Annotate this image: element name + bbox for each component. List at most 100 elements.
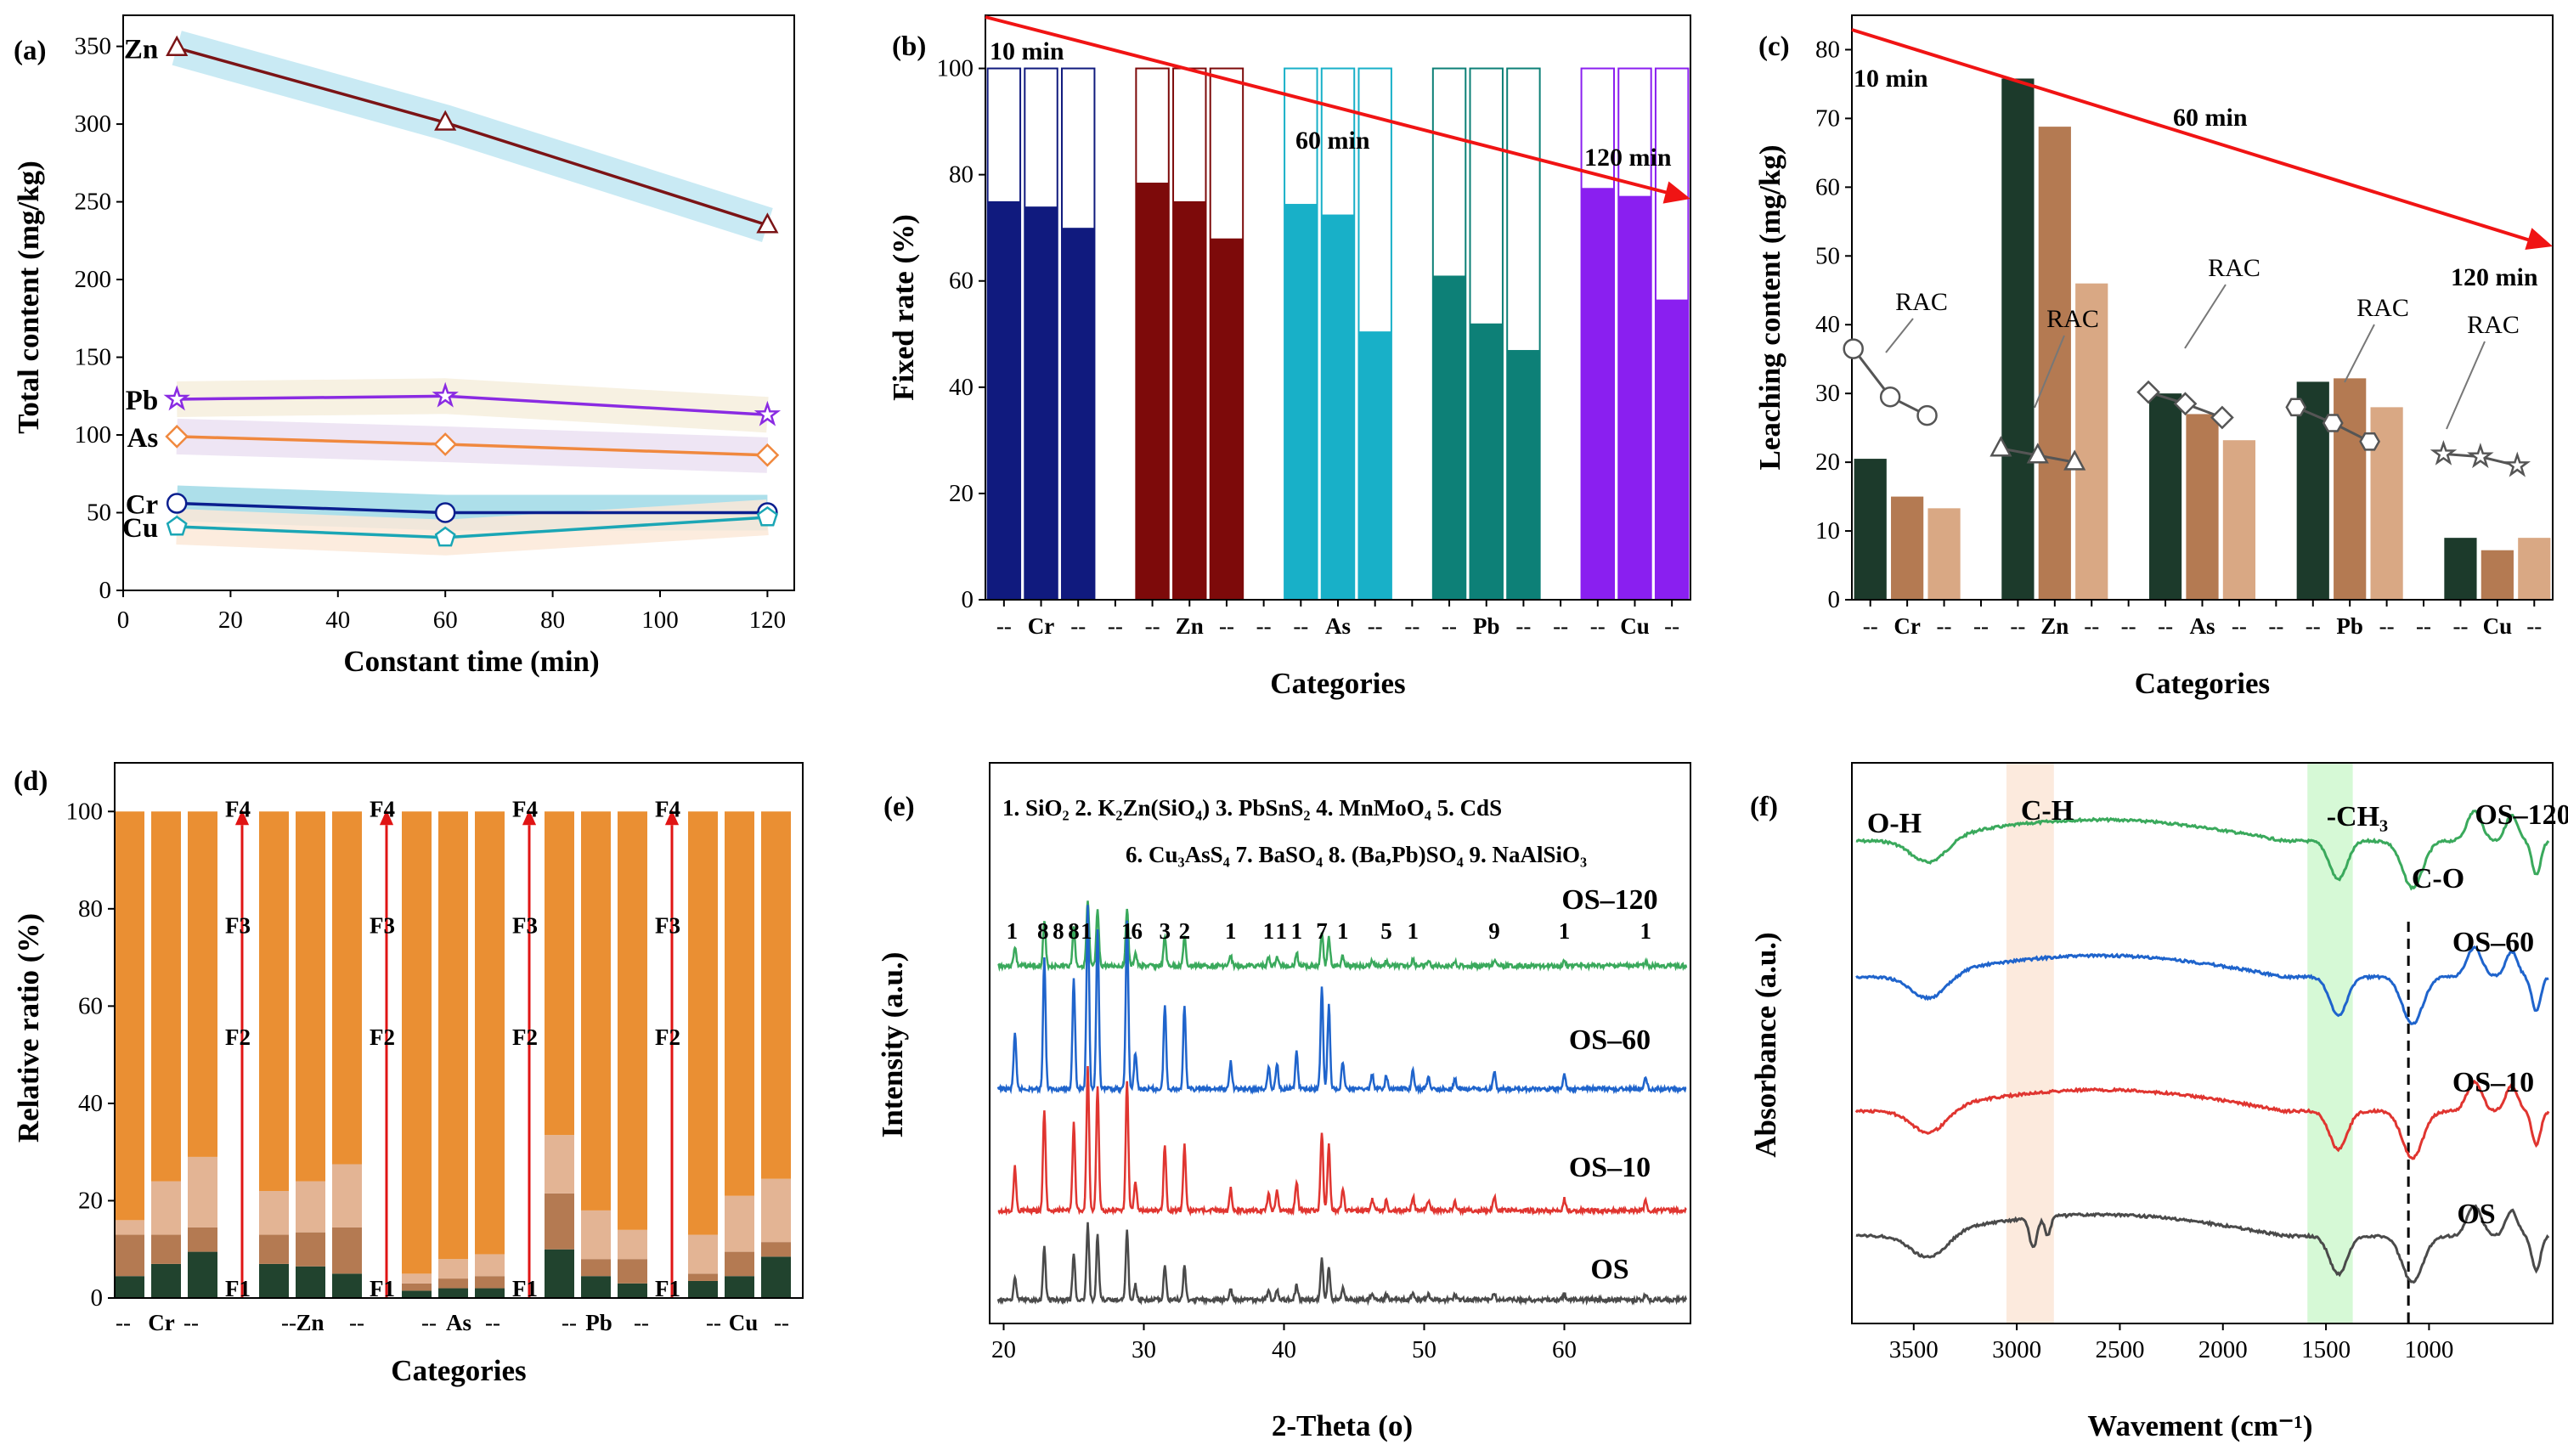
bar-zn (1210, 238, 1244, 600)
rac-label: RAC (2046, 305, 2099, 333)
plot-frame (1851, 762, 2554, 1324)
bar-zn (2075, 283, 2108, 600)
stack-cr-f4 (151, 811, 181, 1182)
peak-number: 1 (1225, 918, 1237, 944)
stack-cr-f1 (115, 1276, 144, 1298)
annotation-60min: 60 min (2173, 104, 2248, 132)
point-pb (163, 385, 190, 411)
peak-number: 1 (1081, 918, 1092, 944)
rac-point-as (2136, 380, 2160, 404)
ftir-trace-3 (1855, 1204, 2550, 1284)
bar-as (2186, 414, 2219, 600)
series-label-cr: Cr (126, 490, 158, 521)
point-as (433, 432, 458, 456)
stack-cu-f4 (761, 811, 791, 1179)
bar-cu (1581, 188, 1615, 601)
x-tick-label: -- (1404, 613, 1419, 639)
x-tick-label: -- (1219, 613, 1234, 639)
stack-cr-f2 (188, 1227, 217, 1252)
y-tick-label: 250 (75, 189, 112, 216)
x-tick-label: -- (2452, 613, 2468, 639)
band-label: C-H (2021, 795, 2074, 827)
ftir-trace-2 (1854, 1079, 2550, 1160)
x-tick-label: 2500 (2095, 1336, 2144, 1363)
x-tick-label: Cu (2483, 613, 2513, 639)
x-tick-label: -- (774, 1310, 789, 1335)
y-tick-label: 80 (949, 161, 974, 189)
x-tick-label: Zn (296, 1310, 324, 1335)
stack-cu-f1 (725, 1276, 754, 1298)
x-tick-label: -- (1937, 613, 1952, 639)
bar-cr (1927, 508, 1961, 600)
stack-as-f2 (402, 1283, 432, 1291)
y-tick-label: 70 (1815, 104, 1840, 132)
stack-zn-f4 (259, 811, 289, 1191)
bar-cr (1854, 459, 1887, 600)
peak-number: 1 (1291, 918, 1303, 944)
point-zn (166, 35, 189, 56)
bar-pb (1507, 350, 1540, 600)
stack-cu-f2 (688, 1273, 718, 1281)
series-label-pb: Pb (126, 386, 159, 416)
x-tick-label: -- (1973, 613, 1989, 639)
point-cu (434, 526, 456, 547)
x-tick-label: Cr (1894, 613, 1920, 639)
x-tick-label: -- (183, 1310, 199, 1335)
stack-cu-f3 (761, 1178, 791, 1243)
y-tick-label: 60 (78, 992, 103, 1019)
ch3-band-region (2307, 763, 2353, 1323)
rac-pointer (2184, 284, 2227, 349)
point-as (165, 425, 189, 449)
phase-legend-2: 6. Cu₃AsS₄ 7. BaSO₄ 8. (Ba,Pb)SO₄ 9. NaA… (1126, 842, 1587, 867)
panel-label-e: (e) (883, 792, 915, 822)
point-zn (434, 110, 457, 131)
series-label-as: As (127, 423, 159, 454)
panel-label-d: (d) (14, 766, 48, 797)
peak-number: 1 (1337, 918, 1349, 944)
panel-f: OS–120 OS–60 OS–10 OS O-H C-H -CH₃ C-O 3500 3000 2… (1749, 762, 2568, 1442)
stack-pb-f3 (545, 1135, 574, 1194)
stack-cr-f2 (151, 1234, 181, 1264)
x-tick-label: -- (1553, 613, 1568, 639)
y-tick-label: 200 (75, 266, 112, 293)
xrd-trace-3 (996, 1222, 1688, 1306)
x-tick-label: -- (1442, 613, 1457, 639)
x-tick-label: -- (2268, 613, 2283, 639)
panel-d: F1F2F3F4F1F2F3F4F1F2F3F4F1F2F3F402040608… (12, 762, 804, 1387)
x-tick-label: 1000 (2404, 1336, 2453, 1363)
point-cr (434, 502, 456, 523)
x-tick-label: -- (2416, 613, 2431, 639)
y-tick-label: 40 (78, 1090, 103, 1117)
bar-as (1358, 331, 1391, 600)
rac-label: RAC (2208, 254, 2260, 282)
stack-pb-f4 (581, 811, 611, 1211)
stack-cu-f2 (761, 1242, 791, 1257)
y-tick-label: 20 (78, 1187, 103, 1214)
bar-pb (1470, 323, 1503, 600)
rac-point-cu (2430, 439, 2458, 466)
rac-point-cr (1916, 404, 1938, 426)
stack-zn-f1 (296, 1266, 325, 1298)
trace-label: OS–60 (1569, 1024, 1651, 1056)
panel-label: (b) (892, 31, 926, 62)
stack-as-f2 (475, 1276, 505, 1289)
panel-label-f: (f) (1750, 792, 1778, 822)
stack-pb-f3 (581, 1210, 611, 1260)
x-tick-label: -- (2158, 613, 2173, 639)
series-label-cu: Cu (122, 513, 158, 544)
annotation-120min: 120 min (1584, 144, 1672, 172)
bar-zn (1173, 200, 1206, 600)
stack-as-f1 (475, 1288, 505, 1298)
y-axis-title: Total content (mg/kg) (12, 161, 45, 433)
x-tick-label: 30 (1132, 1336, 1156, 1363)
x-tick-label: 60 (433, 607, 458, 634)
peak-number: 6 (1132, 918, 1143, 944)
arrow-head (522, 810, 537, 826)
x-axis-title: Categories (391, 1354, 526, 1387)
bar-zn (2001, 78, 2035, 600)
point-pb (753, 400, 782, 426)
x-tick-label: Pb (1473, 613, 1500, 639)
y-axis-title: Leaching content (mg/kg) (1753, 144, 1786, 470)
stack-cr-f1 (188, 1251, 217, 1298)
